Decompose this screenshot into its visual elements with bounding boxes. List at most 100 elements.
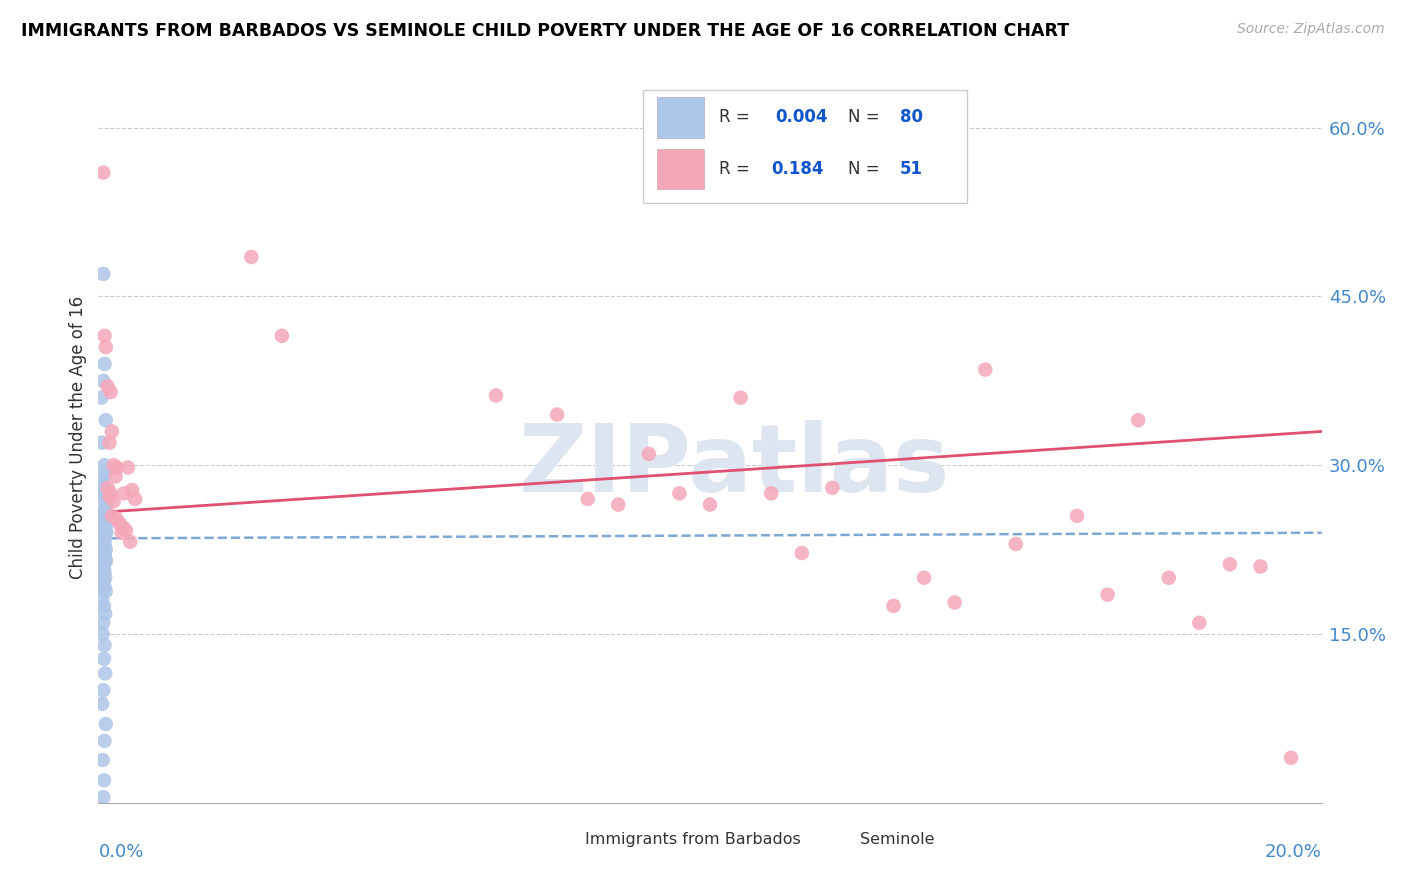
Point: [607, 498, 630, 512]
Point: [974, 362, 997, 376]
Point: [111, 525, 134, 540]
Point: [91, 508, 114, 523]
Point: [94, 532, 117, 546]
Point: [105, 460, 128, 475]
Point: [883, 599, 905, 613]
Point: [91, 582, 114, 596]
Text: 80: 80: [900, 109, 922, 127]
Point: [91, 166, 114, 180]
Point: [91, 593, 114, 607]
Point: [96, 525, 118, 540]
Point: [943, 595, 966, 609]
Text: 20.0%: 20.0%: [1265, 843, 1322, 861]
Point: [120, 534, 142, 549]
Text: 0.004: 0.004: [775, 109, 827, 127]
Point: [101, 508, 124, 523]
Point: [111, 520, 134, 534]
Point: [91, 512, 114, 526]
Point: [91, 503, 114, 517]
Text: N =: N =: [848, 160, 886, 178]
Point: [108, 516, 131, 531]
Point: [93, 328, 115, 343]
Point: [546, 408, 568, 422]
FancyBboxPatch shape: [827, 829, 853, 850]
Point: [91, 568, 114, 582]
Text: 51: 51: [900, 160, 922, 178]
Point: [93, 542, 115, 557]
Point: [93, 357, 115, 371]
Point: [91, 559, 114, 574]
Point: [112, 486, 135, 500]
Text: Seminole: Seminole: [860, 832, 935, 847]
Point: [93, 503, 115, 517]
Point: [730, 391, 752, 405]
Point: [91, 554, 114, 568]
Point: [94, 607, 117, 621]
Point: [91, 469, 114, 483]
Point: [91, 790, 114, 805]
Point: [91, 528, 114, 542]
Point: [97, 481, 120, 495]
Point: [91, 559, 114, 574]
Text: 0.0%: 0.0%: [98, 843, 143, 861]
Point: [91, 532, 114, 546]
Text: N =: N =: [848, 109, 886, 127]
FancyBboxPatch shape: [551, 829, 578, 850]
Point: [94, 542, 117, 557]
Point: [94, 554, 117, 568]
Point: [96, 498, 118, 512]
Text: Source: ZipAtlas.com: Source: ZipAtlas.com: [1237, 22, 1385, 37]
Point: [821, 481, 844, 495]
Text: R =: R =: [718, 109, 755, 127]
Point: [699, 498, 721, 512]
Point: [93, 491, 115, 506]
Point: [91, 615, 114, 630]
Text: 0.184: 0.184: [772, 160, 824, 178]
Point: [485, 388, 508, 402]
Point: [1128, 413, 1150, 427]
Point: [93, 652, 115, 666]
Point: [93, 458, 115, 473]
Point: [912, 571, 935, 585]
Point: [94, 520, 117, 534]
Point: [91, 374, 114, 388]
Point: [91, 539, 114, 553]
Point: [93, 539, 115, 553]
Point: [91, 537, 114, 551]
Point: [93, 515, 115, 529]
Point: [93, 525, 115, 540]
FancyBboxPatch shape: [658, 97, 704, 137]
Point: [103, 458, 125, 473]
Point: [94, 717, 117, 731]
Point: [93, 486, 115, 500]
Text: ZIPatlas: ZIPatlas: [519, 420, 950, 512]
Point: [93, 550, 115, 565]
Point: [94, 666, 117, 681]
Point: [1066, 508, 1088, 523]
Point: [91, 475, 114, 489]
Point: [91, 548, 114, 562]
Point: [637, 447, 661, 461]
Point: [93, 580, 115, 594]
Point: [93, 481, 115, 495]
FancyBboxPatch shape: [643, 90, 967, 203]
Point: [1097, 588, 1119, 602]
Point: [1188, 615, 1211, 630]
Text: Immigrants from Barbados: Immigrants from Barbados: [585, 832, 801, 847]
Point: [94, 525, 117, 540]
Text: IMMIGRANTS FROM BARBADOS VS SEMINOLE CHILD POVERTY UNDER THE AGE OF 16 CORRELATI: IMMIGRANTS FROM BARBADOS VS SEMINOLE CHI…: [21, 22, 1069, 40]
Point: [93, 565, 115, 579]
Point: [93, 734, 115, 748]
Point: [93, 524, 115, 538]
Point: [97, 379, 120, 393]
Point: [1157, 571, 1180, 585]
Point: [94, 486, 117, 500]
Point: [759, 486, 782, 500]
Point: [790, 546, 813, 560]
Point: [1279, 751, 1302, 765]
Point: [94, 464, 117, 478]
Point: [93, 548, 115, 562]
Point: [668, 486, 690, 500]
Point: [91, 508, 114, 523]
Point: [93, 562, 115, 576]
